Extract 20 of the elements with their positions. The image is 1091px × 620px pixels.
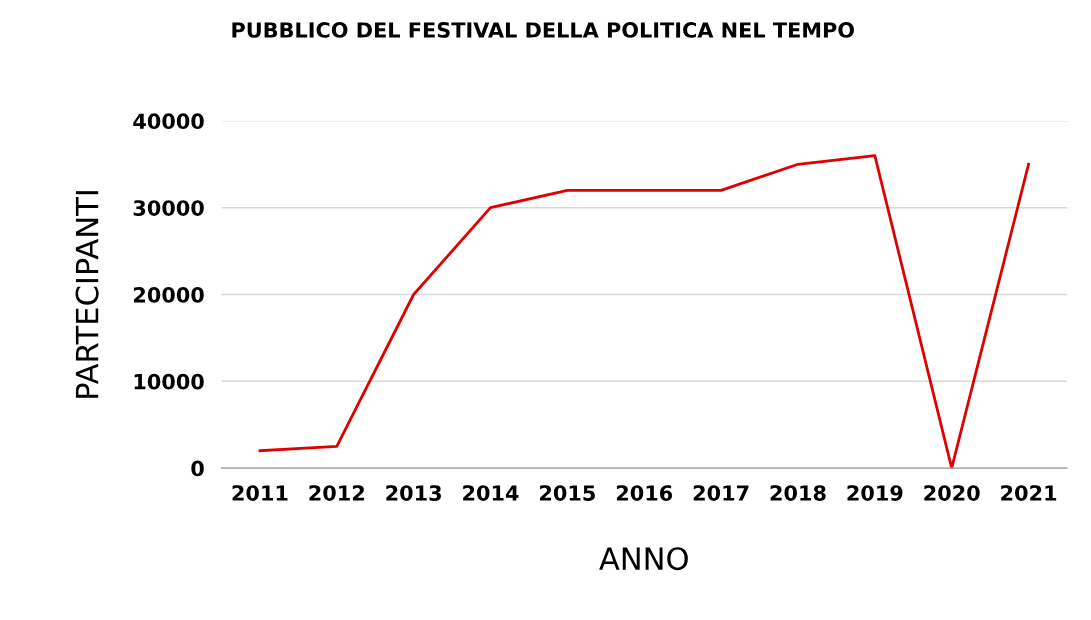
y-tick-label: 40000: [133, 113, 204, 130]
x-tick-label: 2014: [463, 485, 519, 501]
x-tick-label: 2021: [1001, 485, 1057, 501]
x-tick-label: 2012: [309, 485, 364, 501]
x-tick-label: 2018: [770, 485, 826, 501]
y-tick-label: 20000: [133, 286, 204, 303]
y-tick-label: 30000: [133, 200, 204, 216]
x-tick-label: 2020: [924, 485, 980, 501]
x-tick-label: 2016: [616, 485, 673, 501]
line-series: [258, 154, 1030, 469]
x-tick-label: 2015: [540, 485, 595, 501]
x-tick-label: 2017: [693, 485, 749, 501]
y-tick-label: 0: [191, 460, 204, 477]
chart-title: PUBBLICO DEL FESTIVAL DELLA POLITICA NEL TEMPO: [232, 22, 854, 38]
y-tick-label: 10000: [134, 373, 204, 390]
y-axis-title: PARTECIPANTI: [75, 191, 99, 398]
x-tick-label: 2013: [386, 485, 441, 501]
x-axis-title: ANNO: [599, 547, 688, 571]
x-tick-label: 2011: [232, 485, 288, 501]
x-tick-label: 2019: [847, 485, 903, 501]
